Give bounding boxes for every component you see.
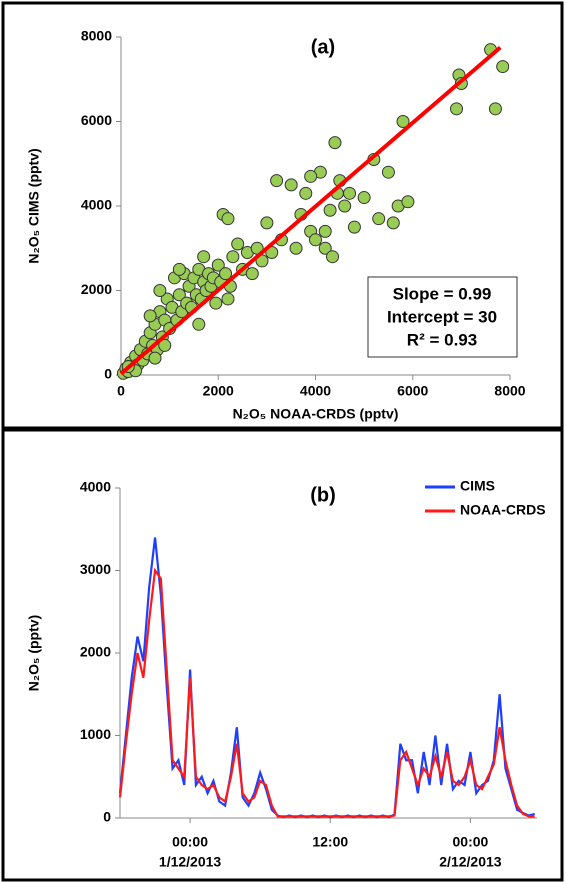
annotation: Slope = 0.99: [393, 284, 492, 303]
scatter-point: [226, 250, 240, 264]
scatter-point: [496, 60, 510, 74]
x-tick-label: 2000: [203, 383, 234, 399]
scatter-point: [357, 191, 371, 205]
fit-line: [119, 45, 502, 376]
scatter-point: [231, 237, 245, 251]
scatter-point: [172, 262, 186, 276]
y-axis-label: N₂O₅ CIMS (pptv): [26, 148, 42, 263]
scatter-point: [347, 220, 361, 234]
x-tick-label: 6000: [397, 383, 428, 399]
x-tick-label: 8000: [494, 383, 525, 399]
y-tick-label: 0: [104, 366, 112, 382]
scatter-point: [326, 250, 340, 264]
annotation: Intercept = 30: [387, 307, 497, 326]
scatter-point: [197, 250, 211, 264]
y-tick-label: 0: [103, 809, 111, 825]
scatter-point: [260, 216, 274, 230]
scatter-point: [488, 102, 502, 116]
panel-frame: [1, 428, 564, 882]
x-axis-label: N₂O₅ NOAA-CRDS (pptv): [233, 406, 399, 422]
y-tick-label: 1000: [80, 726, 111, 742]
y-tick-label: 2000: [80, 644, 111, 660]
x-tick-label: 12:00: [312, 834, 348, 850]
scatter-point: [323, 203, 337, 217]
scatter-point: [209, 296, 223, 310]
scatter-point: [221, 292, 235, 306]
scatter-point: [143, 309, 157, 323]
scatter-point: [289, 241, 303, 255]
scatter-point: [245, 267, 259, 281]
scatter-point: [328, 136, 342, 150]
x-tick-label: 00:00: [453, 834, 489, 850]
scatter-point: [386, 216, 400, 230]
scatter-point: [158, 338, 172, 352]
scatter-point: [211, 258, 225, 272]
scatter-point: [318, 224, 332, 238]
y-tick-label: 4000: [80, 479, 111, 495]
legend-label: CIMS: [460, 478, 495, 494]
scatter-point: [270, 174, 284, 188]
scatter-point: [343, 186, 357, 200]
scatter-point: [192, 317, 206, 331]
y-tick-label: 8000: [81, 28, 112, 44]
legend-box: [420, 474, 540, 524]
y-axis-label: N₂O₅ (pptv): [26, 615, 42, 691]
legend-label: NOAA-CRDS: [460, 502, 546, 518]
scatter-point: [221, 212, 235, 226]
scatter-point: [401, 195, 415, 209]
scatter-point: [153, 284, 167, 297]
x-tick-date: 1/12/2013: [159, 854, 221, 870]
scatter-point: [284, 178, 298, 192]
x-tick-label: 00:00: [172, 834, 208, 850]
scatter-point: [396, 115, 410, 128]
panel-frame: [1, 1, 564, 430]
y-tick-label: 3000: [80, 561, 111, 577]
x-tick-label: 4000: [300, 383, 331, 399]
scatter-point: [172, 288, 186, 302]
x-tick-date: 2/12/2013: [439, 854, 501, 870]
scatter-point: [381, 165, 395, 179]
series-line: [118, 567, 535, 818]
scatter-point: [219, 267, 233, 281]
x-tick-label: 0: [117, 383, 125, 399]
scatter-point: [304, 169, 318, 183]
panel-title: (a): [311, 36, 335, 58]
scatter-point: [372, 212, 386, 226]
stats-box: [367, 276, 518, 358]
y-tick-label: 4000: [81, 197, 112, 213]
y-tick-label: 2000: [81, 281, 112, 297]
scatter-point: [450, 102, 464, 116]
panel-title: (b): [310, 484, 336, 506]
scatter-point: [338, 199, 352, 213]
scatter-point: [299, 186, 313, 200]
scatter-point: [318, 241, 332, 255]
scatter-point: [309, 233, 322, 247]
annotation: R² = 0.93: [407, 330, 477, 349]
y-tick-label: 6000: [81, 112, 112, 128]
scatter-point: [148, 351, 162, 365]
